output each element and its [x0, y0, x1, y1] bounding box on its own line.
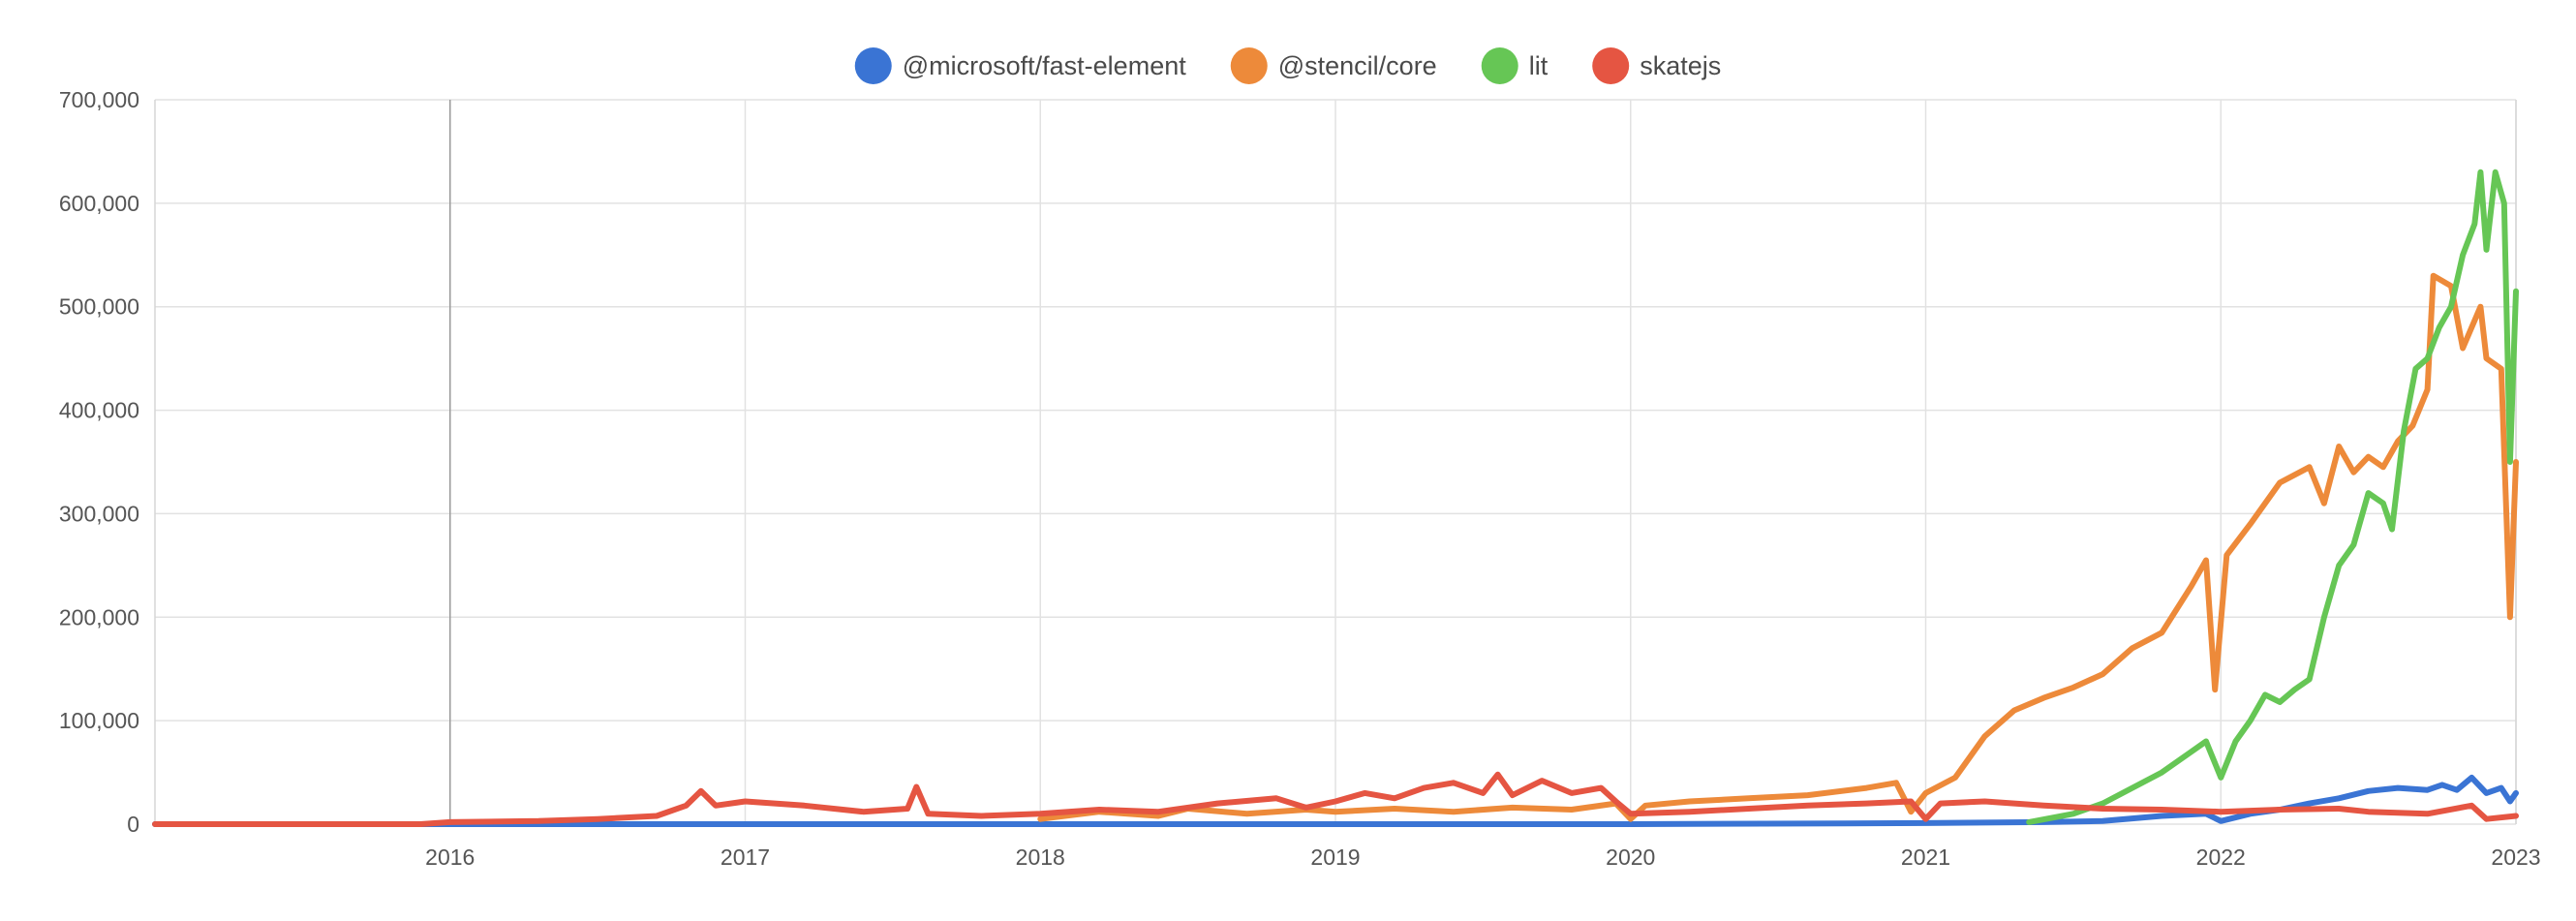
x-tick-label: 2018 — [1016, 844, 1065, 870]
axis-layer: 0 100,000 200,000 300,000 400,000 500,000 600,… — [59, 87, 2541, 870]
legend-swatch — [1481, 47, 1518, 84]
legend-label: skatejs — [1640, 51, 1721, 80]
x-tick-label: 2023 — [2491, 844, 2540, 870]
x-tick-label: 2019 — [1310, 844, 1360, 870]
legend-item-microsoft-fast-element[interactable]: @microsoft/fast-element — [854, 47, 1186, 84]
y-tick-label: 700,000 — [59, 87, 139, 112]
legend-item-stencil-core[interactable]: @stencil/core — [1230, 47, 1437, 84]
legend-swatch — [1592, 47, 1630, 84]
x-tick-label: 2016 — [425, 844, 475, 870]
grid-layer — [154, 99, 2517, 825]
series-line-lit[interactable] — [2026, 169, 2519, 825]
y-tick-label: 200,000 — [59, 604, 139, 629]
series-layer — [152, 169, 2519, 827]
y-tick-label: 0 — [127, 812, 139, 837]
x-tick-label: 2020 — [1606, 844, 1655, 870]
legend-swatch — [854, 47, 892, 84]
legend-swatch — [1230, 47, 1268, 84]
y-tick-label: 400,000 — [59, 398, 139, 423]
series-line-stencil-core[interactable] — [1037, 272, 2519, 822]
legend-label: lit — [1529, 51, 1549, 80]
x-tick-label: 2021 — [1901, 844, 1950, 870]
legend-label: @stencil/core — [1278, 51, 1437, 80]
y-tick-label: 300,000 — [59, 501, 139, 526]
legend[interactable]: @microsoft/fast-element @stencil/core lit s… — [854, 47, 1722, 84]
legend-item-skatejs[interactable]: skatejs — [1592, 47, 1721, 84]
y-tick-label: 500,000 — [59, 294, 139, 320]
y-tick-label: 100,000 — [59, 708, 139, 733]
y-tick-label: 600,000 — [59, 191, 139, 216]
x-tick-label: 2017 — [721, 844, 770, 870]
x-tick-label: 2022 — [2196, 844, 2246, 870]
legend-label: @microsoft/fast-element — [903, 51, 1186, 80]
series-line-microsoft-fast-element[interactable] — [152, 774, 2519, 827]
legend-item-lit[interactable]: lit — [1481, 47, 1549, 84]
series-line-skatejs[interactable] — [152, 771, 2519, 827]
